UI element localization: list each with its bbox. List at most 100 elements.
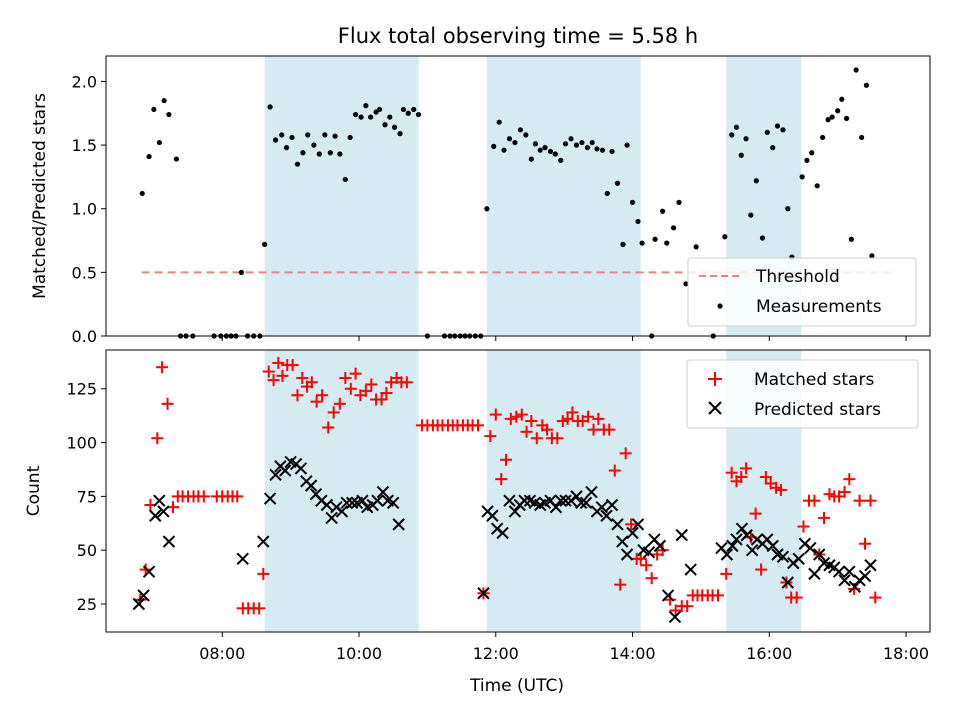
predicted-star-point — [838, 574, 851, 587]
predicted-star-point — [620, 548, 634, 561]
measurement-point — [139, 190, 145, 197]
x-tick-label: 10:00 — [336, 644, 382, 663]
measurement-point — [547, 148, 554, 155]
legend-matched-swatch — [708, 372, 722, 386]
matched-star-point — [151, 432, 164, 445]
measurement-point — [683, 281, 689, 287]
measurement-point — [267, 104, 273, 110]
matched-star-point — [257, 567, 270, 580]
measurement-point — [733, 124, 740, 130]
measurement-point — [722, 234, 728, 240]
matched-star-point — [253, 602, 266, 615]
matched-star-point — [333, 397, 346, 410]
top-panel-legend: Threshold Measurements — [687, 257, 917, 327]
measurement-point — [400, 106, 407, 113]
measurement-point — [289, 134, 295, 141]
measurement-point — [848, 236, 854, 242]
matched-star-point — [484, 430, 497, 443]
measurement-point — [799, 174, 805, 180]
x-axis-label: Time (UTC) — [469, 676, 564, 696]
y-tick-label: 75 — [77, 487, 97, 506]
measurement-point — [780, 127, 786, 133]
predicted-star-point — [595, 500, 608, 514]
measurement-point — [363, 103, 369, 109]
predicted-star-point — [730, 533, 743, 546]
matched-star-point — [818, 511, 831, 524]
measurement-point — [537, 147, 543, 153]
predicted-star-point — [813, 548, 826, 561]
predicted-star-point — [848, 580, 861, 594]
predicted-star-point — [257, 535, 270, 548]
measurement-point — [562, 141, 569, 147]
measurement-point — [491, 143, 497, 149]
bottom-panel-legend: Matched stars Predicted stars — [686, 359, 919, 429]
measurement-point — [693, 244, 699, 250]
matched-star-point — [797, 520, 810, 533]
measurement-point — [614, 180, 621, 186]
matched-star-point — [339, 371, 352, 384]
matched-star-point — [489, 408, 502, 421]
matched-star-point — [838, 486, 851, 499]
measurement-point — [568, 136, 574, 142]
predicted-star-point — [675, 528, 688, 542]
predicted-star-point — [304, 479, 318, 492]
measurement-point — [599, 147, 606, 153]
matched-star-point — [566, 406, 579, 419]
measurement-point — [523, 132, 529, 138]
measurement-point — [316, 151, 322, 157]
legend-predicted-label: Predicted stars — [754, 400, 881, 420]
matched-star-point — [286, 359, 299, 372]
measurement-point — [337, 151, 343, 157]
y-tick-label: 2.0 — [72, 72, 97, 91]
matched-star-point — [344, 382, 357, 395]
measurement-point — [660, 208, 666, 214]
predicted-star-point — [294, 462, 308, 475]
matched-star-point — [864, 494, 877, 507]
matched-star-point — [365, 378, 378, 391]
measurement-point — [161, 97, 167, 104]
bottom-panel-x-axis: 08:00 10:00 12:00 14:00 16:00 18:00 — [199, 632, 929, 663]
predicted-star-point — [642, 546, 656, 559]
matched-star-point — [400, 376, 413, 389]
measurement-point — [368, 114, 374, 120]
predicted-star-point — [496, 526, 509, 540]
measurement-point — [387, 114, 393, 120]
matched-star-point — [735, 471, 748, 484]
predicted-star-point — [668, 610, 682, 624]
legend-measurements-swatch — [717, 303, 723, 309]
measurement-point — [664, 240, 670, 246]
predicted-star-point — [320, 498, 334, 512]
predicted-star-point — [776, 550, 790, 563]
matched-star-point — [262, 365, 275, 378]
measurement-point — [839, 96, 845, 102]
measurement-point — [604, 190, 610, 197]
measurement-point — [294, 161, 301, 167]
predicted-star-point — [631, 518, 645, 531]
measurement-point — [552, 151, 558, 157]
predicted-star-point — [661, 589, 675, 602]
measurement-point — [589, 139, 595, 146]
matched-star-point — [681, 600, 694, 613]
measurement-point — [558, 157, 564, 163]
measurement-point — [382, 122, 388, 128]
matched-star-point — [725, 466, 738, 479]
predicted-star-point — [600, 509, 613, 522]
predicted-star-point — [392, 518, 405, 531]
matched-star-point — [515, 408, 528, 421]
measurement-point — [411, 106, 417, 113]
predicted-star-point — [503, 494, 516, 507]
measurement-point — [501, 147, 507, 153]
top-panel-ylabel: Matched/Predicted stars — [30, 93, 50, 299]
matched-star-point — [327, 406, 340, 419]
chart-title: Flux total observing time = 5.58 h — [338, 24, 698, 48]
y-tick-label: 1.5 — [72, 136, 97, 155]
matched-star-point — [197, 490, 210, 503]
bottom-panel-y-axis: 25 50 75 100 125 — [66, 380, 106, 614]
matched-star-point — [755, 563, 768, 576]
predicted-star-point — [132, 597, 146, 611]
predicted-star-point — [684, 563, 697, 576]
predicted-star-point — [585, 485, 598, 499]
matched-star-point — [790, 591, 803, 604]
predicted-star-point — [356, 494, 369, 507]
